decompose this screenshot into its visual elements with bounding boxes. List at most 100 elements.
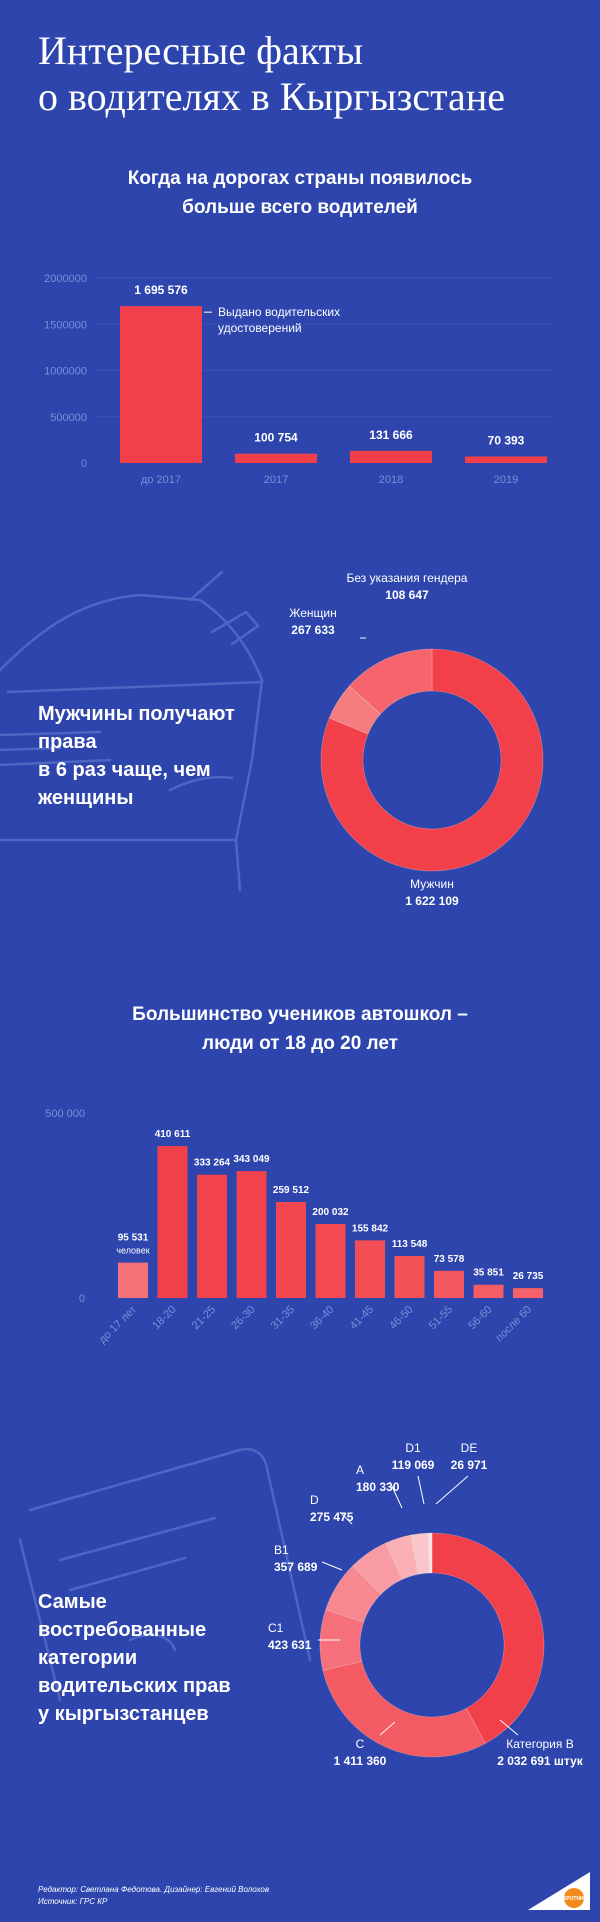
bar <box>315 1223 346 1298</box>
students-by-age-chart: 0 500 000 95 531 человек до 17 лет 410 611 18-… <box>45 1108 544 1346</box>
leader-line <box>499 1719 519 1736</box>
bar <box>394 1255 425 1298</box>
footer-source: Источник: ГРС КР <box>38 1897 108 1906</box>
chart3-title-line-1: Большинство учеников автошкол – <box>132 1004 468 1025</box>
categories-title-line-3: водительских прав <box>38 1675 231 1697</box>
page-title-line-2: о водителях в Кыргызстане <box>38 74 505 119</box>
bar <box>465 456 547 463</box>
categories-title-line-1: Самые востребованные <box>38 1591 207 1641</box>
x-tick-label: после 60 <box>494 1304 535 1345</box>
slice-label: D <box>310 1493 319 1507</box>
bar <box>118 1262 148 1298</box>
x-tick-label: до 2017 <box>141 474 181 486</box>
bar <box>350 450 432 463</box>
page-title: Интересные факты о водителях в Кыргызста… <box>38 28 578 120</box>
slice-label: Без указания гендера <box>347 571 468 585</box>
footer-credits: Редактор: Светлана Федотова. Дизайнер: Е… <box>38 1885 270 1894</box>
bar-value-label: 95 531 <box>118 1233 149 1244</box>
y-tick-label: 0 <box>81 458 87 470</box>
bar <box>236 1171 267 1298</box>
slice-value-label: 357 689 <box>274 1560 318 1574</box>
donut-slice <box>320 648 544 872</box>
y-tick-label: 2000000 <box>44 273 87 285</box>
x-tick-label: 18-20 <box>150 1304 178 1332</box>
bar-value-label: 1 695 576 <box>134 283 188 297</box>
bar-value-label: 200 032 <box>312 1207 349 1218</box>
x-tick-label: 26-30 <box>229 1304 257 1332</box>
bar-value-label: 333 264 <box>194 1158 231 1169</box>
slice-value-label: 1 622 109 <box>405 894 459 908</box>
x-tick-label: 31-35 <box>269 1304 297 1332</box>
y-tick-label: 500 000 <box>45 1108 85 1120</box>
bar-value-label: 155 842 <box>352 1223 389 1234</box>
slice-value-label: 1 411 360 <box>334 1754 387 1768</box>
bar <box>276 1201 306 1298</box>
slice-label: Категория B <box>506 1737 573 1751</box>
slice-label: DE <box>461 1441 478 1455</box>
slice-value-label: 275 475 <box>310 1510 354 1524</box>
slice-label: D1 <box>405 1441 421 1455</box>
slice-value-label: 180 330 <box>356 1480 400 1494</box>
chart3-title-line-2: люди от 18 до 20 лет <box>202 1033 398 1054</box>
donut-slice <box>431 1532 545 1744</box>
slice-label: C1 <box>268 1621 284 1635</box>
bar-value-label: 35 851 <box>473 1268 504 1279</box>
bar <box>355 1240 385 1298</box>
chart1-title: Когда на дорогах страны появилось больше… <box>0 164 600 222</box>
bar-value-label: 26 735 <box>513 1271 544 1282</box>
bar <box>235 453 317 463</box>
chart1-title-line-2: больше всего водителей <box>182 197 418 218</box>
bar <box>473 1284 504 1298</box>
leader-line <box>379 1721 396 1736</box>
donut-slice <box>348 648 433 715</box>
donut-slice <box>385 1534 419 1580</box>
x-tick-label: 21-25 <box>190 1304 218 1332</box>
slice-label: Мужчин <box>410 877 454 891</box>
x-tick-label: 36-40 <box>308 1304 336 1332</box>
bar <box>197 1174 227 1298</box>
slice-value-label: 267 633 <box>291 623 335 637</box>
chart3-title: Большинство учеников автошкол – люди от … <box>0 1000 600 1058</box>
bar <box>513 1288 543 1298</box>
car-outline-illustration <box>0 570 264 892</box>
y-tick-label: 500000 <box>50 412 87 424</box>
leader-line <box>321 1561 343 1571</box>
slice-label: B1 <box>274 1543 289 1557</box>
slice-value-label: 119 069 <box>392 1458 435 1472</box>
leader-line <box>339 1511 353 1525</box>
slice-value-label: 26 971 <box>451 1458 488 1472</box>
gender-title-line-1: Мужчины получают права <box>38 703 235 753</box>
bar <box>434 1270 464 1298</box>
y-tick-label: 1000000 <box>44 366 87 378</box>
bar-value-label: 73 578 <box>434 1254 465 1265</box>
categories-title-line-2: категории <box>38 1647 138 1669</box>
x-tick-label: 2017 <box>264 474 288 486</box>
slice-label: A <box>356 1463 364 1477</box>
bar-value-label: 343 049 <box>233 1154 270 1165</box>
gender-title-line-2: в 6 раз чаще, чем женщины <box>38 759 211 809</box>
sputnik-logo: SPUTNIK <box>528 1872 590 1910</box>
x-tick-label: до 17 лет <box>97 1304 139 1346</box>
bar <box>120 306 202 463</box>
y-tick-label: 1500000 <box>44 319 87 331</box>
bar-value-label: 259 512 <box>273 1185 310 1196</box>
page-title-line-1: Интересные факты <box>38 28 363 73</box>
bar-value-label: 410 611 <box>155 1129 191 1140</box>
slice-label: Женщин <box>289 606 336 620</box>
gender-title: Мужчины получают права в 6 раз чаще, чем… <box>38 700 278 812</box>
x-tick-label: 2019 <box>494 474 518 486</box>
license-card-illustration <box>18 1447 312 1702</box>
svg-text:SPUTNIK: SPUTNIK <box>563 1896 585 1902</box>
leader-line <box>389 1481 403 1509</box>
leader-line <box>417 1475 425 1505</box>
slice-value-label: 108 647 <box>385 588 429 602</box>
footer: Редактор: Светлана Федотова. Дизайнер: Е… <box>38 1884 269 1908</box>
slice-value-label: 2 032 691 штук <box>497 1754 584 1768</box>
categories-title-line-4: у кыргызстанцев <box>38 1703 209 1725</box>
x-tick-label: 2018 <box>379 474 403 486</box>
bar-value-label: 131 666 <box>369 428 413 442</box>
donut-slice <box>322 1661 486 1758</box>
y-tick-label: 0 <box>79 1293 85 1305</box>
slice-label: C <box>356 1737 365 1751</box>
licenses-by-year-chart: 0 500000 1000000 1500000 2000000 1 695 576 до … <box>44 273 555 486</box>
